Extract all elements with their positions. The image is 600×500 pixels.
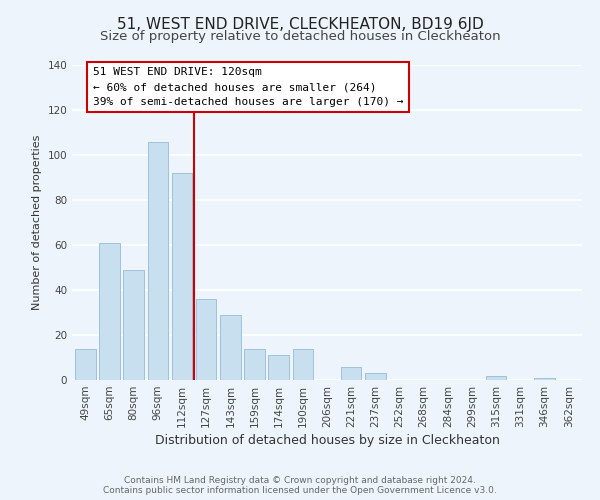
Bar bbox=[124, 270, 144, 380]
Bar bbox=[75, 348, 95, 380]
Bar bbox=[365, 373, 386, 380]
Bar bbox=[244, 348, 265, 380]
Bar bbox=[293, 348, 313, 380]
Text: Contains public sector information licensed under the Open Government Licence v3: Contains public sector information licen… bbox=[103, 486, 497, 495]
X-axis label: Distribution of detached houses by size in Cleckheaton: Distribution of detached houses by size … bbox=[155, 434, 499, 447]
Bar bbox=[196, 299, 217, 380]
Text: 51 WEST END DRIVE: 120sqm
← 60% of detached houses are smaller (264)
39% of semi: 51 WEST END DRIVE: 120sqm ← 60% of detac… bbox=[92, 67, 403, 107]
Text: Size of property relative to detached houses in Cleckheaton: Size of property relative to detached ho… bbox=[100, 30, 500, 43]
Bar bbox=[99, 243, 120, 380]
Text: 51, WEST END DRIVE, CLECKHEATON, BD19 6JD: 51, WEST END DRIVE, CLECKHEATON, BD19 6J… bbox=[116, 18, 484, 32]
Text: Contains HM Land Registry data © Crown copyright and database right 2024.: Contains HM Land Registry data © Crown c… bbox=[124, 476, 476, 485]
Bar bbox=[220, 315, 241, 380]
Bar bbox=[268, 355, 289, 380]
Bar bbox=[172, 173, 192, 380]
Bar bbox=[341, 366, 361, 380]
Y-axis label: Number of detached properties: Number of detached properties bbox=[32, 135, 42, 310]
Bar bbox=[148, 142, 168, 380]
Bar bbox=[534, 378, 555, 380]
Bar bbox=[486, 376, 506, 380]
